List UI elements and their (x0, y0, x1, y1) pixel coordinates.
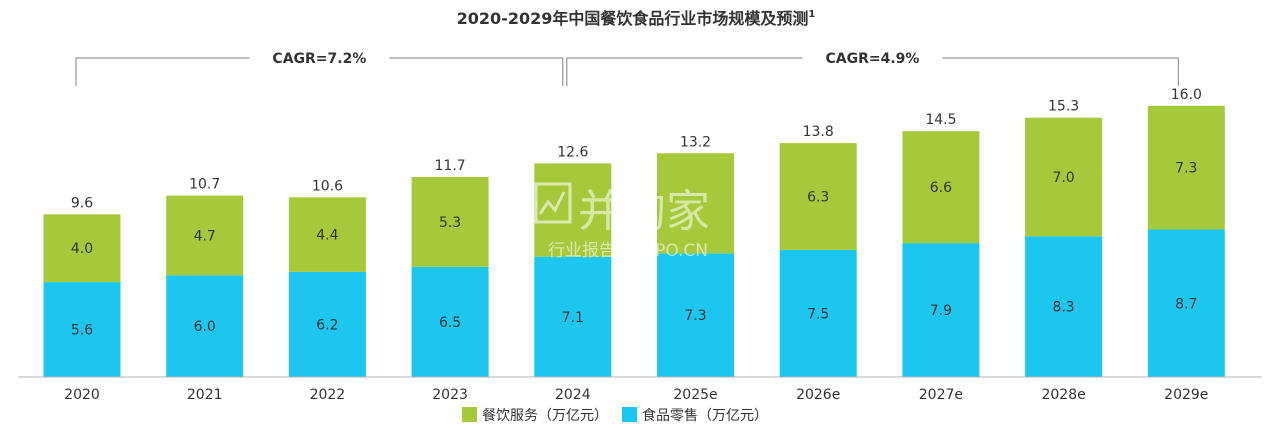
segment-label-catering-2021: 4.7 (194, 229, 216, 245)
segment-label-food-retail-2020: 5.6 (71, 323, 93, 339)
legend: 餐饮服务（万亿元） 食品零售（万亿元） (462, 407, 768, 424)
watermark: 并购家 行业报告 IPOIPO.CN (534, 182, 710, 261)
x-tick-label-2021: 2021 (187, 387, 223, 403)
bar-segment-catering-2028e (1025, 117, 1103, 237)
bar-segment-catering-2020 (43, 214, 121, 283)
cagr-bracket-1: CAGR=7.2% (75, 51, 564, 86)
total-label-2025e: 13.2 (680, 134, 711, 150)
x-tick-label-2024: 2024 (555, 387, 591, 403)
segment-label-catering-2022: 4.4 (316, 228, 338, 244)
x-tick-label-2027e: 2027e (919, 387, 963, 403)
cagr-bracket-left-line (75, 57, 250, 86)
cagr-brackets: CAGR=7.2% CAGR=4.9% (75, 51, 1179, 86)
chart-title-superscript: 1 (808, 9, 815, 20)
legend-item-1: 餐饮服务（万亿元） (462, 407, 608, 424)
bar-segment-food-retail-2023 (411, 266, 489, 377)
bar-segment-catering-2026e (779, 143, 857, 250)
segment-label-food-retail-2022: 6.2 (316, 318, 338, 334)
legend-swatch (622, 407, 637, 422)
segment-label-catering-2029e: 7.3 (1175, 161, 1197, 177)
bar-segment-catering-2027e (902, 131, 980, 244)
bar-segment-food-retail-2021 (166, 275, 244, 377)
cagr-label-2: CAGR=4.9% (826, 51, 920, 67)
chart-title-text: 2020-2029年中国餐饮食品行业市场规模及预测 (457, 9, 809, 28)
bar-segment-food-retail-2028e (1025, 236, 1103, 377)
segment-label-food-retail-2027e: 7.9 (930, 303, 952, 319)
bar-segment-food-retail-2026e (779, 249, 857, 377)
total-label-2026e: 13.8 (803, 124, 834, 140)
x-tick-label-2020: 2020 (64, 387, 100, 403)
segment-label-catering-2026e: 6.3 (807, 190, 829, 206)
bar-segment-food-retail-2022 (288, 271, 366, 377)
bar-segment-food-retail-2025e (657, 253, 734, 377)
cagr-bracket-left-line (566, 57, 803, 86)
bar-segment-food-retail-2029e (1147, 229, 1225, 377)
segment-label-food-retail-2023: 6.5 (439, 315, 461, 331)
bar-segment-catering-2025e (657, 153, 734, 254)
total-label-2024: 12.6 (557, 144, 588, 160)
segment-label-food-retail-2025e: 7.3 (684, 308, 706, 324)
watermark-sub-text: 行业报告 IPOIPO.CN (548, 241, 708, 261)
cagr-label-1: CAGR=7.2% (272, 51, 366, 67)
x-axis-ticks: 2020 2021 2022 2023 2024 2025e 2026e 2027e 2028e… (64, 387, 1208, 403)
x-tick-label-2025e: 2025e (673, 387, 717, 403)
cagr-bracket-right-line (942, 57, 1179, 86)
watermark-main-text: 并购家 (578, 186, 710, 237)
x-tick-label-2029e: 2029e (1164, 387, 1208, 403)
x-tick-label-2026e: 2026e (796, 387, 840, 403)
total-label-2023: 11.7 (435, 158, 466, 174)
bar-segment-food-retail-2024 (534, 256, 612, 377)
bar-segment-catering-2024 (534, 163, 612, 257)
bars (43, 105, 1225, 377)
legend-label: 食品零售（万亿元） (642, 407, 768, 424)
segment-label-catering-2027e: 6.6 (930, 180, 952, 196)
x-tick-label-2028e: 2028e (1041, 387, 1085, 403)
chart-title: 2020-2029年中国餐饮食品行业市场规模及预测1 (457, 9, 816, 28)
legend-swatch (462, 407, 477, 422)
total-label-2029e: 16.0 (1171, 87, 1202, 103)
segment-label-food-retail-2029e: 8.7 (1175, 296, 1197, 312)
segment-label-food-retail-2028e: 8.3 (1052, 300, 1074, 316)
segment-label-catering-2020: 4.0 (71, 241, 93, 257)
total-label-2027e: 14.5 (925, 112, 956, 128)
total-label-2020: 9.6 (71, 195, 93, 211)
total-label-2022: 10.6 (312, 178, 343, 194)
segment-label-catering-2023: 5.3 (439, 215, 461, 231)
bar-segment-catering-2029e (1147, 105, 1225, 230)
bar-labels: 5.6 4.0 9.6 6.0 4.7 10.7 6.2 4.4 10.6 6.5 5.3 11.7 7… (71, 87, 1202, 339)
x-tick-label-2023: 2023 (432, 387, 468, 403)
legend-item-2: 食品零售（万亿元） (622, 407, 768, 424)
x-tick-label-2022: 2022 (310, 387, 346, 403)
bar-segment-food-retail-2027e (902, 243, 980, 377)
segment-label-food-retail-2026e: 7.5 (807, 306, 829, 322)
bar-segment-catering-2022 (288, 197, 366, 272)
legend-label: 餐饮服务（万亿元） (482, 408, 608, 424)
total-label-2028e: 15.3 (1048, 99, 1079, 115)
segment-label-catering-2028e: 7.0 (1052, 170, 1074, 186)
bar-segment-food-retail-2020 (43, 282, 121, 377)
cagr-bracket-right-line (389, 57, 564, 86)
bar-segment-catering-2023 (411, 177, 489, 267)
watermark-logo-icon (534, 182, 572, 224)
segment-label-food-retail-2021: 6.0 (194, 319, 216, 335)
total-label-2021: 10.7 (189, 177, 220, 193)
segment-label-food-retail-2024: 7.1 (562, 310, 584, 326)
bar-segment-catering-2021 (166, 195, 244, 276)
cagr-bracket-2: CAGR=4.9% (566, 51, 1179, 86)
